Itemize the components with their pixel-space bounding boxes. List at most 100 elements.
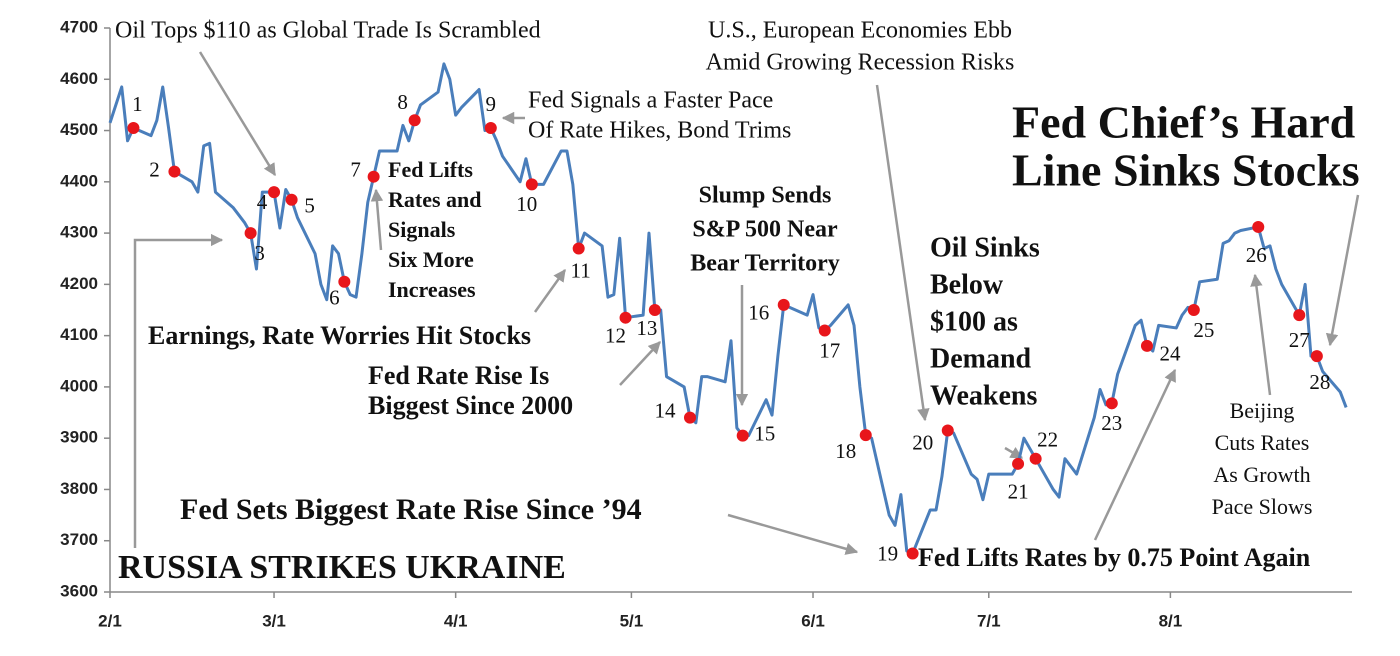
annotation: Amid Growing Recession Risks xyxy=(706,50,1015,76)
arrow xyxy=(619,341,661,386)
marker-label: 28 xyxy=(1309,370,1330,394)
annotation: Bear Territory xyxy=(690,251,840,277)
marker-label: 18 xyxy=(835,439,856,463)
event-marker xyxy=(1187,304,1200,316)
marker-label: 23 xyxy=(1101,411,1122,435)
annotation: Demand xyxy=(930,343,1032,374)
event-marker xyxy=(572,242,585,255)
marker-label: 27 xyxy=(1289,328,1310,352)
event-marker xyxy=(619,311,632,324)
event-marker xyxy=(1293,309,1306,322)
annotation: Fed Rate Rise Is xyxy=(368,361,549,390)
event-marker xyxy=(408,114,421,127)
x-tick-label: 4/1 xyxy=(444,611,468,630)
arrow xyxy=(1093,368,1177,541)
arrows xyxy=(133,51,1360,555)
arrow xyxy=(198,51,277,177)
annotation: Rates and xyxy=(388,187,482,212)
arrow xyxy=(875,84,930,422)
annotation: Signals xyxy=(388,217,456,242)
y-tick-label: 4600 xyxy=(60,69,98,88)
marker-label: 22 xyxy=(1037,428,1058,452)
event-marker xyxy=(268,186,281,199)
event-marker xyxy=(1252,220,1265,233)
arrow xyxy=(533,268,567,313)
y-tick-label: 4500 xyxy=(60,120,98,139)
marker-label: 25 xyxy=(1193,318,1214,342)
x-tick-label: 6/1 xyxy=(801,611,825,630)
y-tick-label: 3700 xyxy=(60,530,98,549)
marker-label: 19 xyxy=(877,541,898,565)
arrow xyxy=(1250,273,1272,396)
marker-label: 26 xyxy=(1246,243,1267,267)
arrow xyxy=(1325,194,1360,347)
x-tick-label: 2/1 xyxy=(98,611,122,630)
annotation: Oil Tops $110 as Global Trade Is Scrambl… xyxy=(115,18,541,44)
x-tick-label: 8/1 xyxy=(1159,611,1183,630)
marker-label: 24 xyxy=(1159,342,1181,366)
event-marker xyxy=(1029,452,1042,465)
line xyxy=(108,62,1348,556)
event-marker xyxy=(648,304,661,316)
marker-label: 2 xyxy=(149,157,160,181)
annotation: Pace Slows xyxy=(1212,494,1313,519)
y-tick-label: 4000 xyxy=(60,376,98,395)
x-tick-label: 3/1 xyxy=(262,611,286,630)
annotation: Line Sinks Stocks xyxy=(1012,145,1360,196)
event-marker xyxy=(285,193,298,206)
annotation: Beijing xyxy=(1230,398,1295,423)
event-marker xyxy=(168,165,181,178)
marker-label: 6 xyxy=(329,286,340,310)
annotation: As Growth xyxy=(1213,462,1310,487)
event-marker xyxy=(338,275,351,288)
marker-label: 16 xyxy=(748,301,769,325)
event-marker xyxy=(244,227,257,240)
marker-label: 21 xyxy=(1008,480,1029,504)
annotation: Biggest Since 2000 xyxy=(368,391,573,420)
marker-label: 10 xyxy=(516,192,537,216)
marker-label: 11 xyxy=(571,258,591,282)
marker-label: 14 xyxy=(654,398,676,422)
marker-label: 12 xyxy=(605,324,626,348)
y-tick-label: 4700 xyxy=(60,17,98,36)
event-marker xyxy=(1012,457,1025,470)
marker-label: 1 xyxy=(132,92,143,116)
marker-label: 15 xyxy=(754,421,775,445)
event-marker xyxy=(127,121,140,134)
annotation: $100 as xyxy=(930,306,1018,337)
annotation: U.S., European Economies Ebb xyxy=(708,18,1012,44)
arrow xyxy=(727,513,859,555)
annotation: Fed Signals a Faster Pace xyxy=(528,88,773,114)
annotation: Fed Chief’s Hard xyxy=(1012,97,1356,148)
annotation: Increases xyxy=(388,277,476,302)
event-marker xyxy=(736,429,749,442)
y-tick-label: 4400 xyxy=(60,171,98,190)
event-marker xyxy=(683,411,696,424)
marker-label: 8 xyxy=(397,90,408,114)
y-tick-label: 3800 xyxy=(60,479,98,498)
marker-label: 4 xyxy=(257,190,268,214)
y-tick-label: 3600 xyxy=(60,581,98,600)
y-tick-label: 3900 xyxy=(60,428,98,447)
event-marker xyxy=(906,547,919,560)
marker-label: 7 xyxy=(350,158,361,182)
event-marker xyxy=(1105,397,1118,410)
marker-label: 20 xyxy=(912,430,933,454)
event-marker xyxy=(525,178,538,191)
marker-label: 9 xyxy=(486,92,497,116)
event-marker xyxy=(941,424,954,437)
annotation: Below xyxy=(930,269,1004,300)
arrow xyxy=(370,188,384,251)
y-tick-label: 4200 xyxy=(60,274,98,293)
annotation: RUSSIA STRIKES UKRAINE xyxy=(118,549,566,586)
event-marker xyxy=(818,324,831,337)
event-marker xyxy=(484,121,497,134)
marker-label: 3 xyxy=(254,241,265,265)
event-marker xyxy=(1310,350,1323,363)
marker-label: 5 xyxy=(304,194,315,218)
marker-label: 13 xyxy=(636,316,657,340)
annotation: Fed Lifts Rates by 0.75 Point Again xyxy=(918,543,1311,572)
annotation: Cuts Rates xyxy=(1215,430,1310,455)
event-marker xyxy=(1140,339,1153,352)
